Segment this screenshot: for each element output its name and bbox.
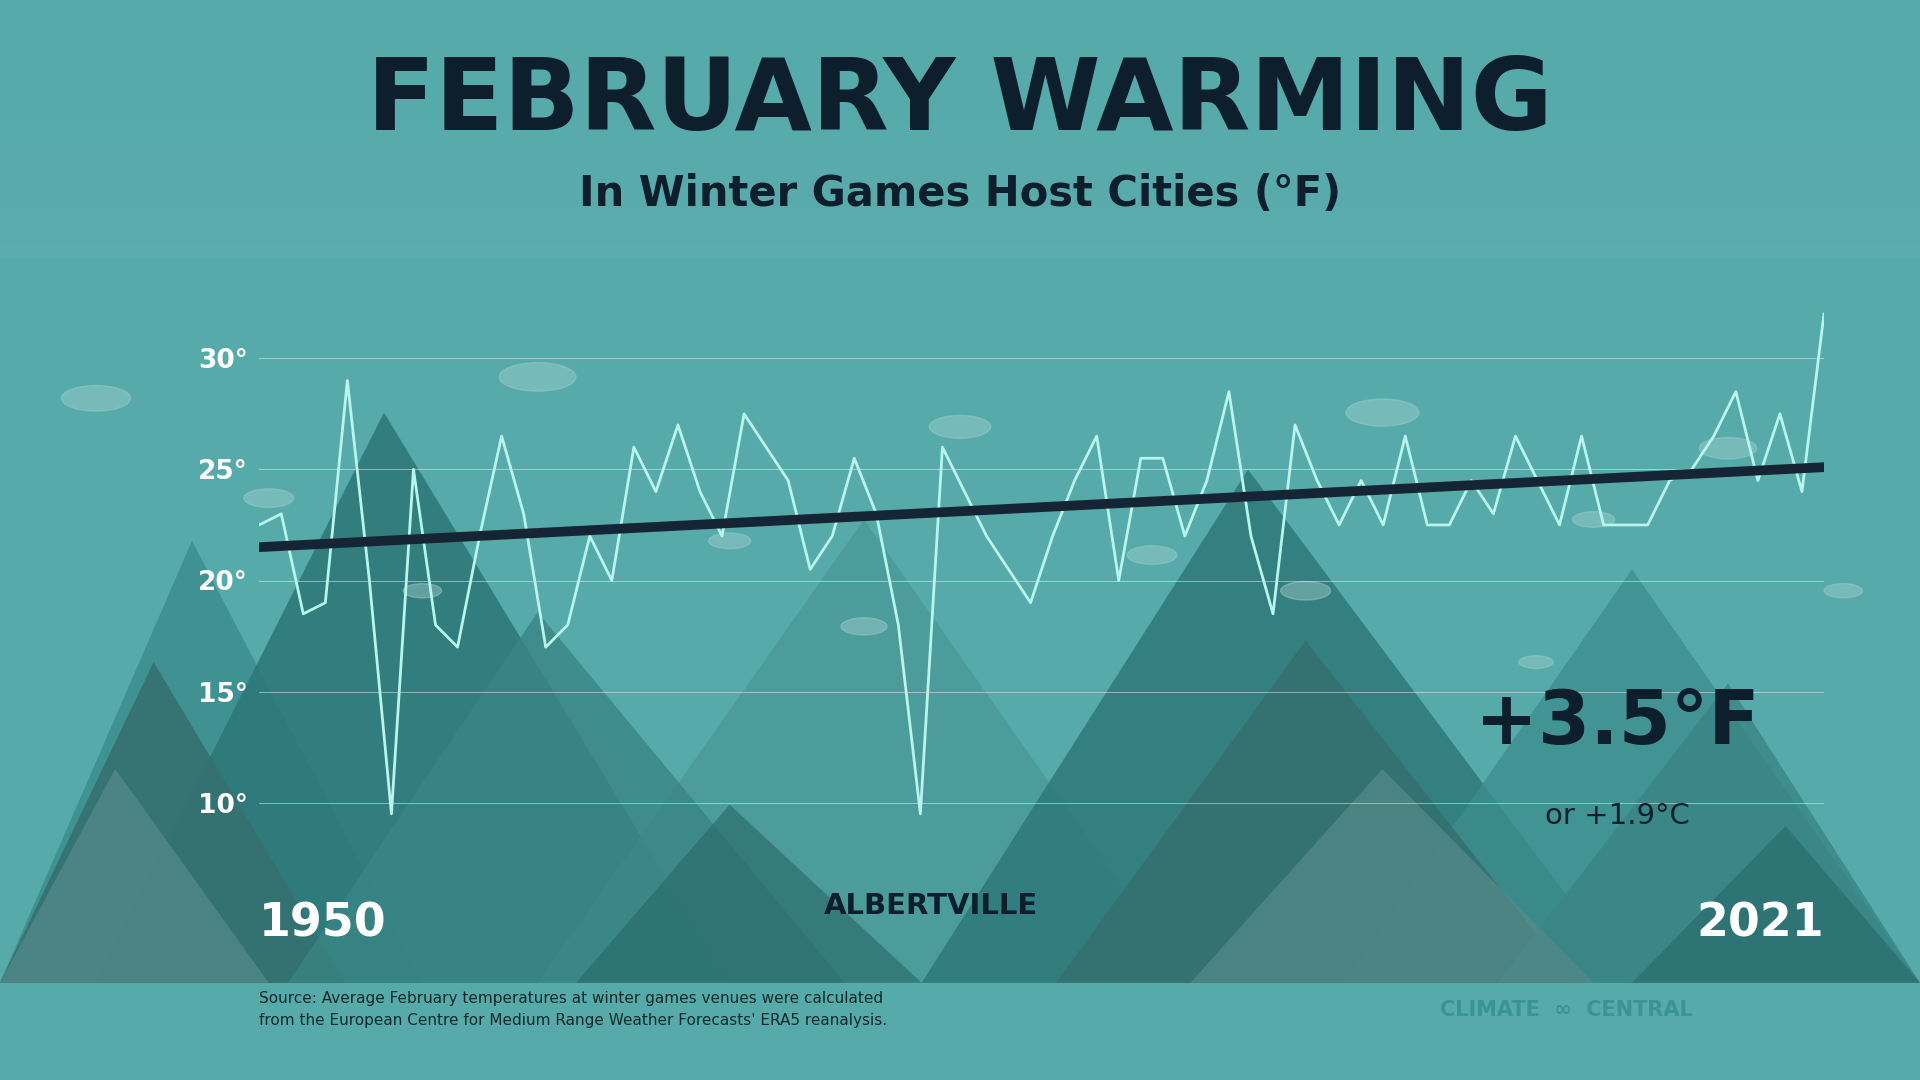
Bar	[0, 12, 1920, 25]
Text: 1950: 1950	[259, 902, 388, 947]
Bar	[0, 172, 1920, 184]
Bar	[0, 49, 1920, 62]
Circle shape	[1281, 581, 1331, 600]
Bar	[0, 208, 1920, 221]
Circle shape	[1699, 437, 1757, 459]
Bar	[0, 37, 1920, 49]
Bar	[0, 197, 1920, 208]
Circle shape	[1519, 656, 1553, 669]
Bar	[0, 86, 1920, 98]
Polygon shape	[0, 769, 269, 983]
Circle shape	[1346, 399, 1419, 427]
Text: 2021: 2021	[1697, 902, 1824, 947]
Polygon shape	[1190, 769, 1594, 983]
Bar	[0, 245, 1920, 258]
Text: FEBRUARY WARMING: FEBRUARY WARMING	[367, 54, 1553, 151]
Circle shape	[708, 534, 751, 549]
Polygon shape	[1344, 569, 1920, 983]
Text: In Winter Games Host Cities (°F): In Winter Games Host Cities (°F)	[580, 174, 1340, 215]
Polygon shape	[922, 470, 1632, 983]
Text: ALBERTVILLE: ALBERTVILLE	[824, 892, 1039, 920]
Bar	[0, 62, 1920, 73]
Circle shape	[841, 618, 887, 635]
Bar	[0, 123, 1920, 135]
Bar	[0, 184, 1920, 197]
Bar	[0, 135, 1920, 147]
Circle shape	[61, 386, 131, 411]
Text: CLIMATE  ∞  CENTRAL: CLIMATE ∞ CENTRAL	[1440, 1000, 1693, 1020]
Bar	[0, 73, 1920, 86]
Polygon shape	[1498, 684, 1920, 983]
Circle shape	[244, 489, 294, 508]
Circle shape	[929, 416, 991, 438]
Circle shape	[1824, 583, 1862, 598]
Bar	[0, 110, 1920, 123]
Text: Source: Average February temperatures at winter games venues were calculated
fro: Source: Average February temperatures at…	[259, 991, 887, 1028]
Circle shape	[1127, 545, 1177, 565]
Polygon shape	[288, 612, 845, 983]
Polygon shape	[96, 413, 730, 983]
Polygon shape	[1632, 826, 1920, 983]
Polygon shape	[0, 541, 422, 983]
Bar	[0, 160, 1920, 172]
Polygon shape	[1056, 640, 1574, 983]
Bar	[0, 25, 1920, 37]
Polygon shape	[0, 662, 346, 983]
Circle shape	[499, 363, 576, 391]
Polygon shape	[576, 805, 922, 983]
Text: +3.5°F: +3.5°F	[1475, 687, 1761, 760]
Bar	[0, 233, 1920, 245]
Circle shape	[403, 583, 442, 598]
Polygon shape	[538, 519, 1190, 983]
Bar	[0, 98, 1920, 110]
Text: or +1.9°C: or +1.9°C	[1546, 802, 1690, 831]
Bar	[0, 221, 1920, 233]
Bar	[0, 147, 1920, 160]
Circle shape	[1572, 512, 1615, 527]
